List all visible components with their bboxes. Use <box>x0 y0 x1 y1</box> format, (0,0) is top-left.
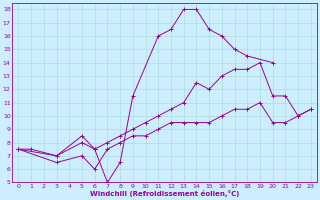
X-axis label: Windchill (Refroidissement éolien,°C): Windchill (Refroidissement éolien,°C) <box>90 190 239 197</box>
